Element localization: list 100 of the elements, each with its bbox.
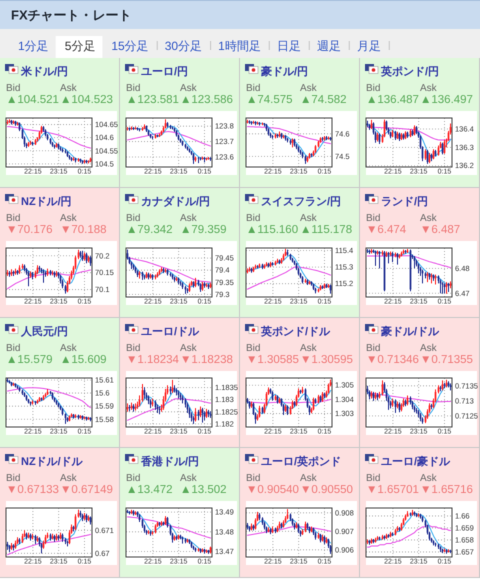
- candlestick: [264, 122, 266, 127]
- line-series: [366, 124, 452, 158]
- line-series: [366, 513, 452, 552]
- line-series: [126, 398, 212, 421]
- text: ▲13.502: [180, 484, 227, 496]
- line-series: [6, 387, 92, 408]
- text: Ask: [420, 343, 438, 354]
- candlestick: [202, 156, 204, 160]
- text: ▼6.474: [366, 224, 407, 236]
- text: Ask: [420, 213, 438, 224]
- text: Ask: [300, 213, 318, 224]
- chart-title: 豪ドル/円: [260, 65, 308, 78]
- line-series: [246, 390, 332, 414]
- text: ▼1.18238: [180, 354, 233, 366]
- text: Bid: [126, 473, 140, 484]
- chart-title: 豪ドル/ドル: [380, 325, 440, 338]
- candlestick: [128, 405, 130, 412]
- candlestick: [206, 283, 208, 288]
- candlestick: [64, 149, 66, 154]
- line-series: [246, 519, 332, 544]
- candlestick: [250, 121, 252, 125]
- text: Bid: [6, 83, 20, 94]
- line-series: [126, 516, 212, 539]
- text: Ask: [60, 83, 78, 94]
- line-series: [366, 255, 452, 268]
- candlestick: [388, 534, 390, 538]
- candlestick: [422, 270, 424, 284]
- candlestick: [126, 126, 128, 130]
- text: Ask: [300, 83, 318, 94]
- candlestick: [388, 252, 390, 264]
- text: ▲15.609: [60, 354, 107, 366]
- candlestick: [256, 122, 258, 125]
- text: ▲123.586: [180, 94, 233, 106]
- candlestick: [128, 127, 130, 131]
- candlestick: [38, 266, 40, 272]
- line-series: [126, 256, 212, 283]
- candlestick: [62, 148, 64, 152]
- candlestick: [366, 248, 368, 253]
- text: ▼1.30595: [300, 354, 353, 366]
- text: Bid: [6, 213, 20, 224]
- text: 週足: [316, 39, 341, 53]
- line-series: [126, 256, 212, 288]
- candlestick: [210, 157, 212, 161]
- text: ▲115.178: [300, 224, 352, 236]
- text: ▲104.523: [60, 94, 113, 106]
- text: ▲136.497: [420, 94, 473, 106]
- line-series: [126, 131, 212, 147]
- candlestick: [434, 274, 436, 285]
- text: Bid: [246, 83, 260, 94]
- chart-title: 米ドル/円: [20, 65, 68, 78]
- chart-title: 英ポンド/円: [380, 65, 440, 78]
- text: Ask: [180, 473, 198, 484]
- candlestick: [252, 120, 254, 124]
- text: FXチャート・レート: [11, 8, 132, 22]
- chart-title: ユーロ/豪ドル: [381, 455, 452, 468]
- text: Ask: [60, 213, 78, 224]
- text: Ask: [60, 343, 78, 354]
- text: 30分足: [164, 39, 202, 53]
- candlestick: [310, 153, 312, 157]
- text: Bid: [126, 83, 140, 94]
- chart-title: 香港ドル/円: [140, 455, 200, 468]
- text: Ask: [60, 473, 78, 484]
- text: 日足: [276, 39, 301, 53]
- text: ▼6.487: [420, 224, 460, 236]
- text: Bid: [246, 473, 260, 484]
- text: Bid: [126, 213, 140, 224]
- text: ▲115.160: [246, 224, 298, 236]
- candlestick: [282, 134, 284, 138]
- text: 5分足: [64, 39, 96, 53]
- text: ▼1.30585: [246, 354, 299, 366]
- text: Ask: [300, 473, 318, 484]
- text: ▲13.472: [126, 484, 173, 496]
- text: ▼1.18234: [126, 354, 180, 366]
- candlestick: [132, 127, 134, 130]
- text: ▼0.67133: [6, 484, 59, 496]
- candlestick: [60, 146, 62, 151]
- candlestick: [86, 160, 88, 164]
- text: ▲123.581: [126, 94, 179, 106]
- candlestick: [12, 270, 14, 276]
- text: ▲15.579: [6, 354, 53, 366]
- candlestick: [158, 406, 160, 414]
- text: Bid: [366, 343, 380, 354]
- text: ▲104.521: [6, 94, 59, 106]
- text: ▼0.71346: [366, 354, 419, 366]
- candlestick: [152, 136, 154, 140]
- candlestick: [450, 383, 452, 390]
- line-series: [366, 525, 452, 548]
- candlestick: [368, 540, 370, 545]
- line-series: [6, 121, 92, 162]
- text: ▼0.71355: [420, 354, 473, 366]
- text: 1時間足: [218, 39, 261, 53]
- line-series: [366, 384, 452, 418]
- text: Bid: [246, 213, 260, 224]
- candlestick: [208, 156, 210, 160]
- line-series: [6, 269, 92, 290]
- text: Bid: [246, 343, 260, 354]
- candlestick: [206, 158, 208, 160]
- chart-title: ユーロ/円: [141, 66, 188, 78]
- text: Ask: [180, 83, 198, 94]
- text: ▲74.575: [246, 94, 293, 106]
